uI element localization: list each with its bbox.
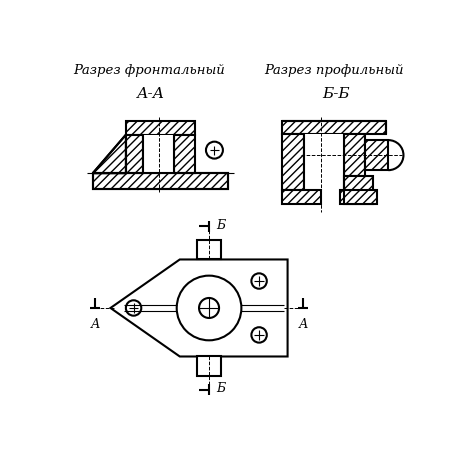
Circle shape xyxy=(251,273,267,289)
Bar xyxy=(197,240,221,260)
Bar xyxy=(282,121,386,134)
Bar xyxy=(304,134,344,190)
Text: Разрез профильный: Разрез профильный xyxy=(264,64,403,77)
Text: Б: Б xyxy=(216,383,225,395)
Bar xyxy=(143,135,174,173)
Bar xyxy=(197,357,221,376)
Text: А: А xyxy=(299,318,309,331)
Bar xyxy=(344,134,365,176)
Bar xyxy=(340,190,377,204)
Polygon shape xyxy=(110,260,288,357)
Bar xyxy=(93,173,228,189)
Bar xyxy=(365,140,389,170)
Bar xyxy=(197,240,221,260)
Circle shape xyxy=(199,298,219,318)
Text: Б: Б xyxy=(216,219,225,232)
Text: Разрез фронтальный: Разрез фронтальный xyxy=(73,64,225,77)
Bar xyxy=(197,357,221,376)
Bar xyxy=(126,135,143,173)
Text: А-А: А-А xyxy=(137,87,165,101)
Bar xyxy=(344,176,373,204)
Circle shape xyxy=(206,142,223,158)
Circle shape xyxy=(177,276,241,340)
Text: А: А xyxy=(91,318,100,331)
Bar xyxy=(282,134,304,190)
Bar xyxy=(282,190,321,204)
Circle shape xyxy=(126,300,141,316)
Text: Б-Б: Б-Б xyxy=(322,87,350,101)
Bar xyxy=(126,121,195,135)
Polygon shape xyxy=(93,135,126,173)
Circle shape xyxy=(251,327,267,343)
Bar xyxy=(93,173,228,189)
Bar xyxy=(174,135,195,173)
